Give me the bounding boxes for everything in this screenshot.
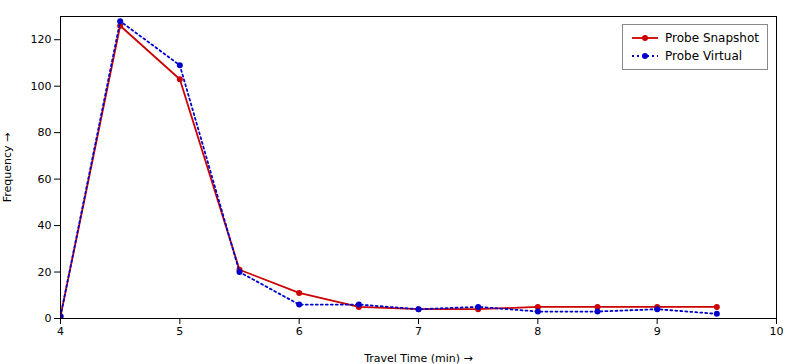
- svg-text:10: 10: [770, 325, 784, 338]
- svg-text:120: 120: [31, 33, 52, 46]
- svg-text:20: 20: [38, 266, 52, 279]
- svg-text:60: 60: [38, 173, 52, 186]
- svg-text:4: 4: [57, 325, 64, 338]
- svg-text:9: 9: [654, 325, 661, 338]
- html-text:Probe Snapshot: Probe Snapshot: [665, 31, 759, 45]
- svg-text:100: 100: [31, 80, 52, 93]
- svg-text:80: 80: [38, 126, 52, 139]
- svg-text:40: 40: [38, 219, 52, 232]
- svg-text:5: 5: [176, 325, 183, 338]
- svg-text:Travel Time (min) →: Travel Time (min) →: [363, 352, 473, 364]
- svg-text:0: 0: [45, 312, 52, 325]
- svg-text:6: 6: [296, 325, 303, 338]
- html-text:Probe Virtual: Probe Virtual: [665, 49, 743, 63]
- svg-text:7: 7: [415, 325, 422, 338]
- svg-text:8: 8: [534, 325, 541, 338]
- svg-text:Frequency →: Frequency →: [1, 133, 14, 203]
